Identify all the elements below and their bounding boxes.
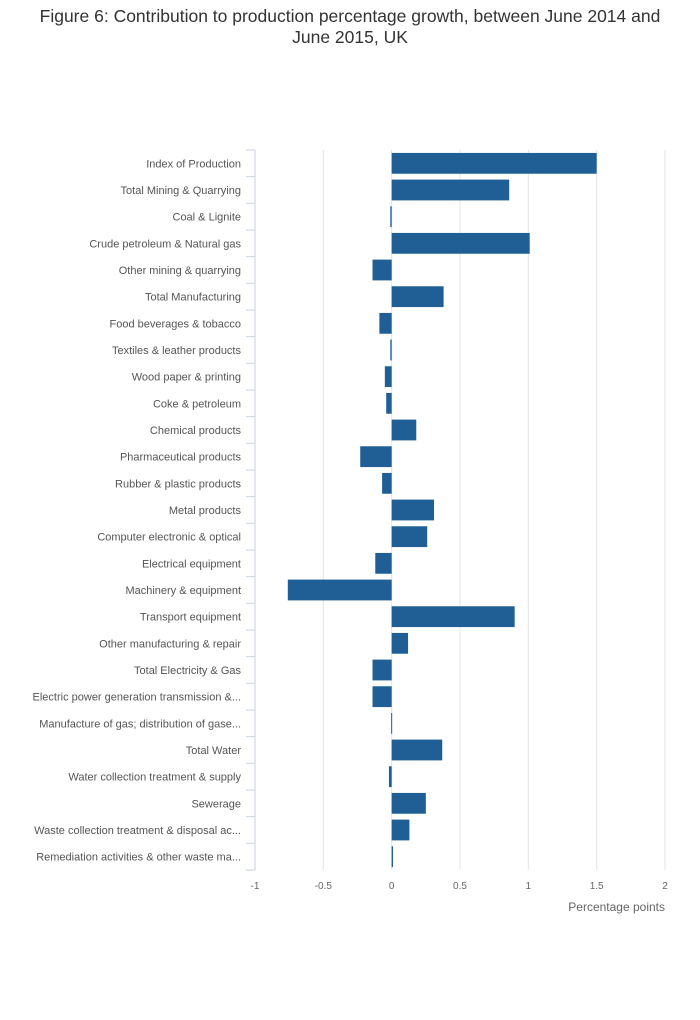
category-label: Rubber & plastic products <box>115 478 241 490</box>
category-label: Total Electricity & Gas <box>134 665 241 677</box>
x-tick-label: 1.5 <box>590 881 604 892</box>
bar <box>386 392 392 414</box>
category-labels: Index of Production Total Mining & Quarry… <box>33 158 242 863</box>
bar <box>390 206 392 228</box>
category-label: Computer electronic & optical <box>97 532 241 544</box>
x-tick-label: -1 <box>251 881 260 892</box>
category-label: Electrical equipment <box>142 558 241 570</box>
category-label: Remediation activities & other waste ma.… <box>36 852 241 864</box>
category-label: Food beverages & tobacco <box>110 318 241 330</box>
category-label: Pharmaceutical products <box>120 452 242 464</box>
category-label: Total Water <box>186 745 242 757</box>
x-tick-label: 2 <box>662 881 668 892</box>
bar <box>391 739 443 761</box>
bar <box>391 819 410 841</box>
bar <box>391 846 394 868</box>
category-label: Manufacture of gas; distribution of gase… <box>39 718 241 730</box>
category-label: Coke & petroleum <box>153 398 241 410</box>
bar <box>372 686 392 708</box>
bar <box>391 526 428 548</box>
category-label: Crude petroleum & Natural gas <box>89 238 241 250</box>
chart-title: Figure 6: Contribution to production per… <box>39 6 661 47</box>
y-axis <box>246 149 256 871</box>
category-label: Water collection treatment & supply <box>68 772 241 784</box>
bar <box>391 286 444 308</box>
bar <box>391 632 409 654</box>
bar <box>360 446 392 468</box>
category-label: Electric power generation transmission &… <box>33 692 241 704</box>
bar <box>391 419 417 441</box>
category-label: Total Mining & Quarrying <box>121 185 241 197</box>
bar <box>391 152 597 174</box>
category-label: Other mining & quarrying <box>119 265 241 277</box>
bar <box>391 606 515 628</box>
bar <box>391 232 530 254</box>
category-label: Wood paper & printing <box>132 372 241 384</box>
category-label: Other manufacturing & repair <box>99 638 241 650</box>
gridlines <box>322 150 666 870</box>
category-label: Metal products <box>169 505 242 517</box>
x-tick-label: 1 <box>526 881 532 892</box>
category-label: Transport equipment <box>140 612 241 624</box>
bar <box>372 259 392 281</box>
category-label: Machinery & equipment <box>125 585 241 597</box>
category-label: Waste collection treatment & disposal ac… <box>34 825 241 837</box>
x-axis-title: Percentage points <box>568 900 665 914</box>
bar <box>391 712 393 734</box>
category-label: Chemical products <box>150 425 242 437</box>
category-label: Index of Production <box>146 158 241 170</box>
bar <box>287 579 392 601</box>
x-tick-label: 0 <box>389 881 395 892</box>
category-label: Total Manufacturing <box>145 292 241 304</box>
category-label: Coal & Lignite <box>173 212 242 224</box>
bars <box>287 152 597 868</box>
bar <box>388 766 392 788</box>
x-tick-label: 0.5 <box>453 881 467 892</box>
bar <box>379 312 392 334</box>
x-tick-labels: -1 -0.5 0 0.5 1 1.5 2 <box>251 881 669 892</box>
x-tick-label: -0.5 <box>315 881 333 892</box>
bar <box>372 659 392 681</box>
bar <box>382 472 392 494</box>
bar <box>384 366 392 388</box>
bar <box>391 499 435 521</box>
bar <box>390 339 392 361</box>
bar <box>375 552 392 574</box>
bar <box>391 179 510 201</box>
bar <box>391 792 426 814</box>
category-label: Textiles & leather products <box>112 345 242 357</box>
category-label: Sewerage <box>191 798 241 810</box>
